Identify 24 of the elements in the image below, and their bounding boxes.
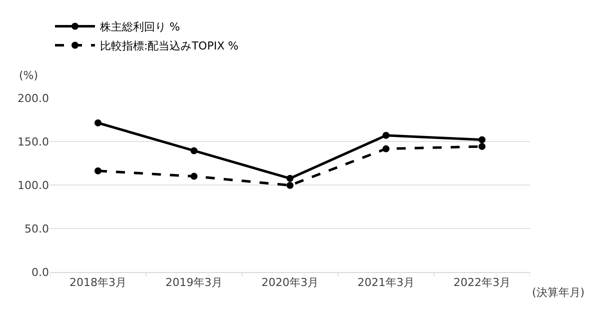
legend-label: 比較指標:配当込みTOPIX % — [100, 40, 238, 53]
y-tick-label: 100.0 — [18, 178, 49, 192]
point — [94, 119, 102, 126]
point — [94, 167, 102, 174]
x-tick-label: 2019年3月 — [166, 276, 222, 290]
point — [190, 147, 198, 154]
point — [286, 174, 294, 182]
x-tick-label: 2018年3月 — [70, 276, 126, 290]
y-tick-label: 0.0 — [32, 266, 49, 279]
y-axis-title: (%) — [19, 69, 38, 82]
x-axis-title: (決算年月) — [532, 286, 585, 299]
legend-label: 株主総利回り % — [99, 20, 180, 34]
x-tick-label: 2022年3月 — [454, 276, 510, 290]
point — [286, 182, 294, 189]
point — [382, 132, 390, 139]
point — [478, 136, 486, 144]
x-tick-label: 2021年3月 — [358, 276, 414, 290]
x-tick-label: 2020年3月 — [262, 276, 318, 290]
point — [190, 172, 198, 180]
point — [382, 145, 390, 152]
point — [478, 142, 486, 150]
y-tick-label: 50.0 — [24, 222, 49, 236]
y-tick-label: 150.0 — [18, 135, 49, 148]
y-tick-label: 200.0 — [18, 92, 49, 105]
